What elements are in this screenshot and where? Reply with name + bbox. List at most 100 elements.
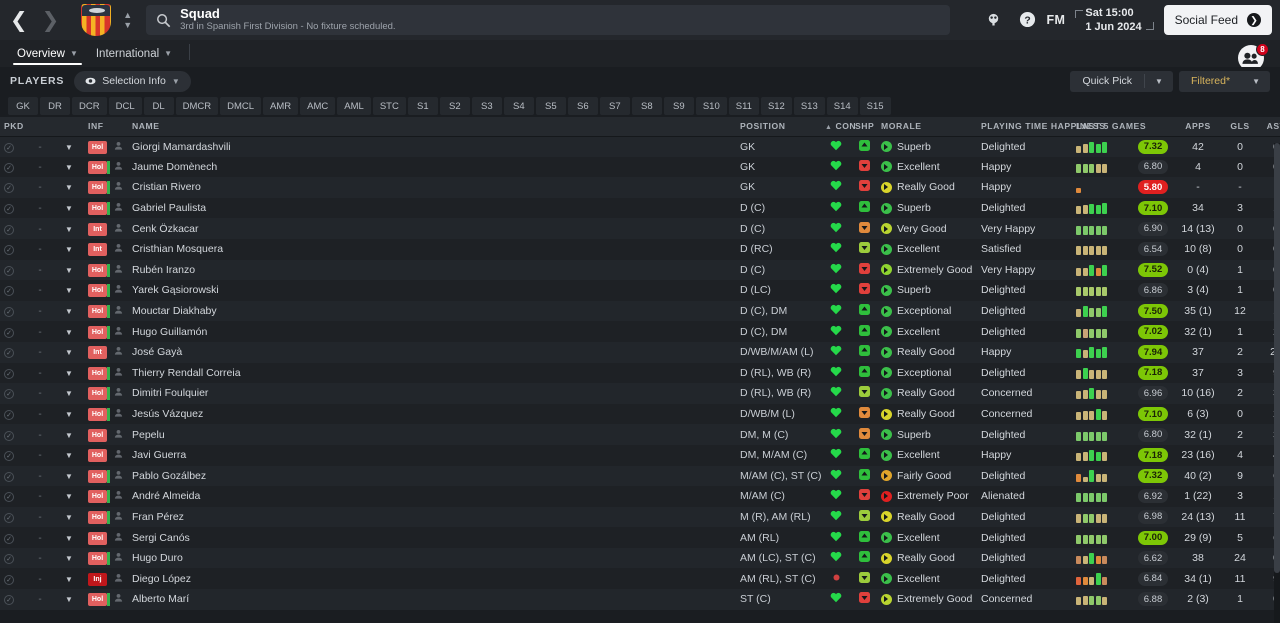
col-playing-time-happiness[interactable]: PLAYING TIME HAPPINESS [977, 117, 1105, 137]
table-row[interactable]: ✓ - ▼ Hol Jesús Vázquez D/WB/M (L) Really Good… [0, 403, 1280, 425]
cell-expand[interactable]: ▼ [54, 177, 84, 198]
cell-select[interactable]: - [26, 527, 54, 548]
position-chip-s11[interactable]: S11 [728, 97, 759, 115]
pick-toggle-icon[interactable]: ✓ [4, 224, 14, 235]
table-row[interactable]: ✓ - ▼ Hol Cristian Rivero GK Really Good Happy 5… [0, 177, 1280, 198]
cell-inf[interactable]: Hol [84, 424, 110, 445]
cell-expand[interactable]: ▼ [54, 198, 84, 219]
cell-expand[interactable]: ▼ [54, 363, 84, 384]
table-row[interactable]: ✓ - ▼ Hol Javi Guerra DM, M/AM (C) Excellent Ha… [0, 444, 1280, 466]
table-row[interactable]: ✓ - ▼ Hol Gabriel Paulista D (C) Superb Delight… [0, 197, 1280, 219]
club-switcher-icon[interactable]: ▲ ▼ [123, 9, 133, 30]
cell-expand[interactable]: ▼ [54, 589, 84, 610]
cell-inf[interactable]: Hol [84, 445, 110, 466]
position-chip-amc[interactable]: AMC [300, 97, 336, 115]
cell-select[interactable]: - [26, 404, 54, 425]
social-feed-button[interactable]: Social Feed ❯ [1163, 5, 1272, 35]
cell-pkd[interactable]: ✓ [0, 177, 26, 198]
help-icon[interactable]: ? [1011, 11, 1045, 29]
position-chip-gk[interactable]: GK [8, 97, 38, 115]
cell-expand[interactable]: ▼ [54, 445, 84, 466]
table-row[interactable]: ✓ - ▼ Hol Mouctar Diakhaby D (C), DM Exception… [0, 300, 1280, 322]
chevron-down-icon[interactable]: ▼ [65, 245, 73, 255]
cell-select[interactable]: - [26, 445, 54, 466]
position-chip-s15[interactable]: S15 [859, 97, 891, 115]
table-row[interactable]: ✓ - ▼ Hol Alberto Marí ST (C) Extremely Good Co… [0, 589, 1280, 610]
col-morale[interactable]: MORALE [877, 117, 977, 137]
pick-toggle-icon[interactable]: ✓ [4, 286, 14, 297]
pick-toggle-icon[interactable]: ✓ [4, 533, 14, 544]
table-row[interactable]: ✓ - ▼ Hol Pablo Gozálbez M/AM (C), ST (C) Fair… [0, 465, 1280, 487]
position-chip-s6[interactable]: S6 [567, 97, 598, 115]
cell-name[interactable]: Mouctar Diakhaby [132, 305, 217, 318]
chevron-down-icon[interactable]: ▼ [65, 162, 73, 172]
table-row[interactable]: ✓ - ▼ Int Cenk Özkacar D (C) Very Good Very Hap… [0, 218, 1280, 239]
cell-pkd[interactable]: ✓ [0, 239, 26, 260]
cell-select[interactable]: - [26, 589, 54, 610]
chevron-down-icon[interactable]: ▼ [65, 327, 73, 337]
chevron-down-icon[interactable]: ▼ [65, 595, 73, 605]
cell-select[interactable]: - [26, 321, 54, 342]
cell-inf[interactable]: Hol [84, 198, 110, 219]
cell-pkd[interactable]: ✓ [0, 486, 26, 507]
chevron-down-icon[interactable]: ▼ [65, 286, 73, 296]
cell-name[interactable]: José Gayà [132, 346, 183, 359]
chevron-down-icon[interactable]: ▼ [65, 410, 73, 420]
cell-name[interactable]: Giorgi Mamardashvili [132, 140, 231, 153]
cell-pkd[interactable]: ✓ [0, 342, 26, 363]
pick-toggle-icon[interactable]: ✓ [4, 348, 14, 359]
chevron-down-icon[interactable]: ▼ [65, 430, 73, 440]
chevron-down-icon[interactable]: ▼ [65, 348, 73, 358]
cell-inf[interactable]: Hol [84, 260, 110, 281]
position-chip-aml[interactable]: AML [337, 97, 371, 115]
col-name[interactable]: NAME [128, 117, 736, 137]
cell-expand[interactable]: ▼ [54, 218, 84, 239]
table-row[interactable]: ✓ - ▼ Hol Pepelu DM, M (C) Superb Delighted 6.80… [0, 424, 1280, 445]
cell-pkd[interactable]: ✓ [0, 507, 26, 528]
cell-select[interactable]: - [26, 218, 54, 239]
position-chip-s12[interactable]: S12 [760, 97, 792, 115]
chevron-down-icon[interactable]: ▼ [65, 512, 73, 522]
cell-pkd[interactable]: ✓ [0, 589, 26, 610]
cell-expand[interactable]: ▼ [54, 383, 84, 404]
chevron-down-icon[interactable]: ▼ [65, 183, 73, 193]
position-chip-stc[interactable]: STC [372, 97, 406, 115]
cell-name[interactable]: André Almeida [132, 490, 201, 503]
cell-name[interactable]: Pepelu [132, 428, 165, 441]
cell-expand[interactable]: ▼ [54, 527, 84, 548]
tab-international[interactable]: International ▼ [87, 40, 181, 67]
cell-name[interactable]: Fran Pérez [132, 510, 184, 523]
selection-info-button[interactable]: Selection Info ▼ [74, 70, 191, 92]
position-chip-s4[interactable]: S4 [503, 97, 534, 115]
chevron-down-icon[interactable]: ▼ [65, 307, 73, 317]
table-row[interactable]: ✓ - ▼ Hol Sergi Canós AM (RL) Excellent Delight… [0, 527, 1280, 548]
position-chip-s8[interactable]: S8 [631, 97, 662, 115]
cell-select[interactable]: - [26, 466, 54, 487]
cell-expand[interactable]: ▼ [54, 466, 84, 487]
position-chip-dcr[interactable]: DCR [72, 97, 107, 115]
trophy-icon[interactable] [977, 11, 1011, 29]
cell-expand[interactable]: ▼ [54, 157, 84, 178]
table-row[interactable]: ✓ - ▼ Hol André Almeida M/AM (C) Extremely Poo… [0, 486, 1280, 507]
cell-expand[interactable]: ▼ [54, 239, 84, 260]
cell-inf[interactable]: Hol [84, 507, 110, 528]
cell-name[interactable]: Sergi Canós [132, 531, 190, 544]
quick-pick-control[interactable]: Quick Pick ▼ [1070, 70, 1173, 92]
pick-toggle-icon[interactable]: ✓ [4, 410, 14, 421]
col-position[interactable]: POSITION [736, 117, 821, 137]
cell-expand[interactable]: ▼ [54, 280, 84, 301]
col-gls[interactable]: GLS [1222, 117, 1258, 137]
chevron-down-icon[interactable]: ▼ [1155, 76, 1163, 86]
cell-expand[interactable]: ▼ [54, 424, 84, 445]
cell-select[interactable]: - [26, 507, 54, 528]
cell-pkd[interactable]: ✓ [0, 527, 26, 548]
pick-toggle-icon[interactable]: ✓ [4, 265, 14, 276]
pick-toggle-icon[interactable]: ✓ [4, 430, 14, 441]
cell-select[interactable]: - [26, 157, 54, 178]
table-row[interactable]: ✓ - ▼ Int José Gayà D/WB/M/AM (L) Really Good H… [0, 341, 1280, 363]
cell-inf[interactable]: Hol [84, 589, 110, 610]
cell-pkd[interactable]: ✓ [0, 424, 26, 445]
cell-select[interactable]: - [26, 198, 54, 219]
table-row[interactable]: ✓ - ▼ Hol Fran Pérez M (R), AM (RL) Really Goo… [0, 506, 1280, 528]
cell-name[interactable]: Gabriel Paulista [132, 202, 207, 215]
